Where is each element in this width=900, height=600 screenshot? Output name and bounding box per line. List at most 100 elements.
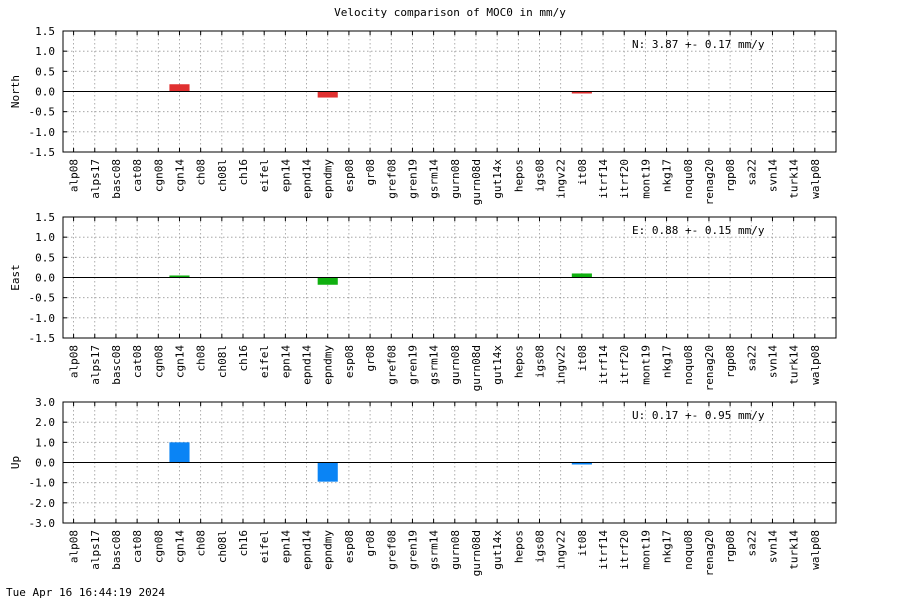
x-tick-label: turk14 [788, 159, 801, 199]
x-tick-label: alps17 [89, 159, 102, 199]
x-tick-label: it08 [576, 530, 589, 557]
x-tick-label: rgp08 [724, 530, 737, 563]
y-tick-label: -1.0 [29, 126, 56, 139]
x-tick-label: ch08l [216, 159, 229, 192]
x-tick-label: sa22 [745, 345, 758, 372]
stats-annotation: N: 3.87 +- 0.17 mm/y [632, 38, 765, 51]
x-tick-label: ch08 [195, 530, 208, 557]
stats-annotation: U: 0.17 +- 0.95 mm/y [632, 409, 765, 422]
x-tick-label: ingv22 [555, 159, 568, 199]
x-tick-label: svn14 [766, 530, 779, 563]
x-tick-label: ch08l [216, 530, 229, 563]
x-tick-label: igs08 [534, 530, 547, 563]
x-tick-label: epndmy [322, 345, 335, 385]
bar-it08 [571, 91, 592, 94]
x-tick-label: epnd14 [301, 159, 314, 199]
x-tick-label: ingv22 [555, 530, 568, 570]
x-tick-label: gr08 [364, 530, 377, 557]
x-tick-label: cat08 [131, 530, 144, 563]
x-tick-label: gren19 [406, 345, 419, 385]
x-tick-label: noqu08 [682, 345, 695, 385]
x-tick-label: it08 [576, 159, 589, 186]
y-tick-label: -2.0 [29, 497, 56, 510]
x-tick-label: esp08 [343, 530, 356, 563]
x-tick-label: mont19 [639, 159, 652, 199]
x-tick-label: cgn08 [152, 530, 165, 563]
x-tick-label: it08 [576, 345, 589, 372]
x-tick-label: cgn14 [173, 345, 186, 378]
x-tick-label: ch08 [195, 345, 208, 372]
x-tick-label: eifel [258, 530, 271, 563]
x-tick-label: cgn14 [173, 530, 186, 563]
x-tick-label: gurn08 [449, 159, 462, 199]
x-tick-label: noqu08 [682, 159, 695, 199]
x-tick-label: itrf20 [618, 345, 631, 385]
x-tick-label: rgp08 [724, 345, 737, 378]
x-tick-label: ch08 [195, 159, 208, 186]
y-tick-label: 0.5 [35, 65, 55, 78]
x-tick-label: nkg17 [661, 159, 674, 192]
x-tick-label: gsrm14 [428, 530, 441, 570]
x-tick-label: gref08 [385, 345, 398, 385]
x-tick-label: gr08 [364, 159, 377, 186]
x-tick-label: renag20 [703, 159, 716, 205]
x-tick-label: mont19 [639, 345, 652, 385]
x-tick-label: cgn08 [152, 345, 165, 378]
x-tick-label: alp08 [68, 345, 81, 378]
y-tick-label: 1.5 [35, 25, 55, 38]
x-tick-label: svn14 [766, 345, 779, 378]
y-axis-label: North [9, 75, 22, 108]
x-tick-label: epndmy [322, 159, 335, 199]
y-tick-label: -1.0 [29, 477, 56, 490]
x-tick-label: hepos [512, 530, 525, 563]
x-tick-label: turk14 [788, 530, 801, 570]
x-tick-label: itrf14 [597, 530, 610, 570]
x-tick-label: walp08 [809, 159, 822, 199]
x-tick-label: gref08 [385, 530, 398, 570]
x-tick-label: mont19 [639, 530, 652, 570]
y-tick-label: 1.5 [35, 211, 55, 224]
x-tick-label: gr08 [364, 345, 377, 372]
x-tick-label: epn14 [279, 530, 292, 563]
x-tick-label: walp08 [809, 530, 822, 570]
y-tick-label: 1.0 [35, 45, 55, 58]
x-tick-label: gref08 [385, 159, 398, 199]
x-tick-label: alp08 [68, 530, 81, 563]
x-tick-label: epnd14 [301, 345, 314, 385]
x-tick-label: hepos [512, 345, 525, 378]
x-tick-label: ch16 [237, 530, 250, 557]
x-tick-label: esp08 [343, 345, 356, 378]
x-tick-label: svn14 [766, 159, 779, 192]
x-tick-label: gurn08d [470, 159, 483, 205]
x-tick-label: sa22 [745, 159, 758, 186]
x-tick-label: walp08 [809, 345, 822, 385]
bar-epndmy [317, 462, 338, 482]
x-tick-label: epnd14 [301, 530, 314, 570]
y-tick-label: -1.5 [29, 146, 56, 159]
x-tick-label: ingv22 [555, 345, 568, 385]
x-tick-label: eifel [258, 159, 271, 192]
x-tick-label: basc08 [110, 159, 123, 199]
x-tick-label: gsrm14 [428, 159, 441, 199]
y-tick-label: -0.5 [29, 292, 56, 305]
bar-cgn14 [169, 84, 190, 92]
stats-annotation: E: 0.88 +- 0.15 mm/y [632, 224, 765, 237]
x-tick-label: igs08 [534, 159, 547, 192]
x-tick-label: ch16 [237, 345, 250, 372]
timestamp: Tue Apr 16 16:44:19 2024 [6, 586, 165, 599]
x-tick-label: gsrm14 [428, 345, 441, 385]
x-tick-label: alps17 [89, 530, 102, 570]
x-tick-label: basc08 [110, 530, 123, 570]
bar-it08 [571, 462, 592, 465]
panel-up: 3.0 2.0 1.0 0.0 -1.0 -2.0 -3.0 alp08 alps17 basc0… [9, 396, 837, 576]
x-tick-label: alps17 [89, 345, 102, 385]
x-tick-label: epn14 [279, 345, 292, 378]
bar-epndmy [317, 277, 338, 285]
x-tick-label: nkg17 [661, 345, 674, 378]
plot-frame [62, 216, 837, 339]
x-tick-label: gurn08d [470, 530, 483, 576]
x-tick-label: rgp08 [724, 159, 737, 192]
panel-north: 1.5 1.0 0.5 0.0 -0.5 -1.0 -1.5 alp08 alps17 basc0… [9, 25, 837, 205]
y-tick-label: 1.0 [35, 436, 55, 449]
x-tick-label: alp08 [68, 159, 81, 192]
